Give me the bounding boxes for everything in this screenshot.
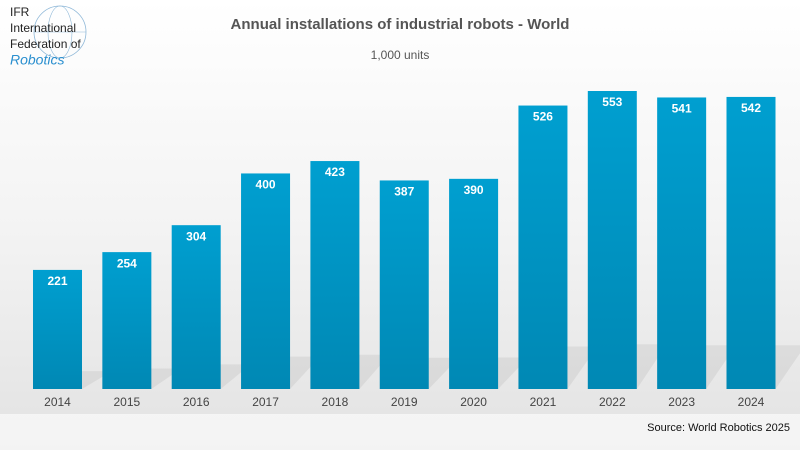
x-tick-label: 2023 [668, 395, 695, 409]
bar-value-label: 423 [325, 165, 345, 179]
bar-value-label: 221 [47, 274, 67, 288]
x-tick-label: 2020 [460, 395, 487, 409]
chart-subtitle: 1,000 units [371, 48, 430, 62]
logo-text: International [10, 21, 76, 35]
bar-value-label: 526 [533, 110, 553, 124]
bar-value-label: 542 [741, 101, 761, 115]
bar-value-label: 541 [672, 102, 692, 116]
x-tick-label: 2021 [530, 395, 557, 409]
logo-brand: Robotics [10, 52, 64, 68]
bar-value-label: 400 [256, 178, 276, 192]
bar [171, 225, 221, 389]
bar [33, 269, 82, 389]
bar [379, 180, 429, 389]
bar [518, 105, 568, 389]
bar-value-label: 304 [186, 229, 206, 243]
bar-value-label: 390 [464, 183, 484, 197]
logo-text: Federation of [10, 37, 81, 51]
bar [102, 252, 152, 389]
bar-value-label: 254 [117, 256, 137, 270]
bar [587, 91, 637, 389]
bar [241, 173, 291, 389]
bar [657, 97, 707, 389]
x-tick-label: 2022 [599, 395, 626, 409]
logo: IFR International Federation of Robotics [10, 5, 87, 68]
bar [310, 161, 360, 389]
footer-band [0, 414, 800, 450]
logo-text: IFR [10, 5, 30, 19]
x-tick-label: 2017 [252, 395, 279, 409]
chart-title: Annual installations of industrial robot… [231, 16, 570, 33]
bar [449, 178, 499, 389]
x-tick-label: 2019 [391, 395, 418, 409]
bar-value-label: 387 [394, 185, 414, 199]
x-tick-label: 2024 [738, 395, 765, 409]
source-note: Source: World Robotics 2025 [647, 422, 790, 434]
x-tick-label: 2014 [44, 395, 71, 409]
x-tick-label: 2016 [183, 395, 210, 409]
x-tick-label: 2018 [322, 395, 349, 409]
bar-value-label: 553 [602, 95, 622, 109]
x-tick-label: 2015 [113, 395, 140, 409]
bar [726, 96, 776, 389]
